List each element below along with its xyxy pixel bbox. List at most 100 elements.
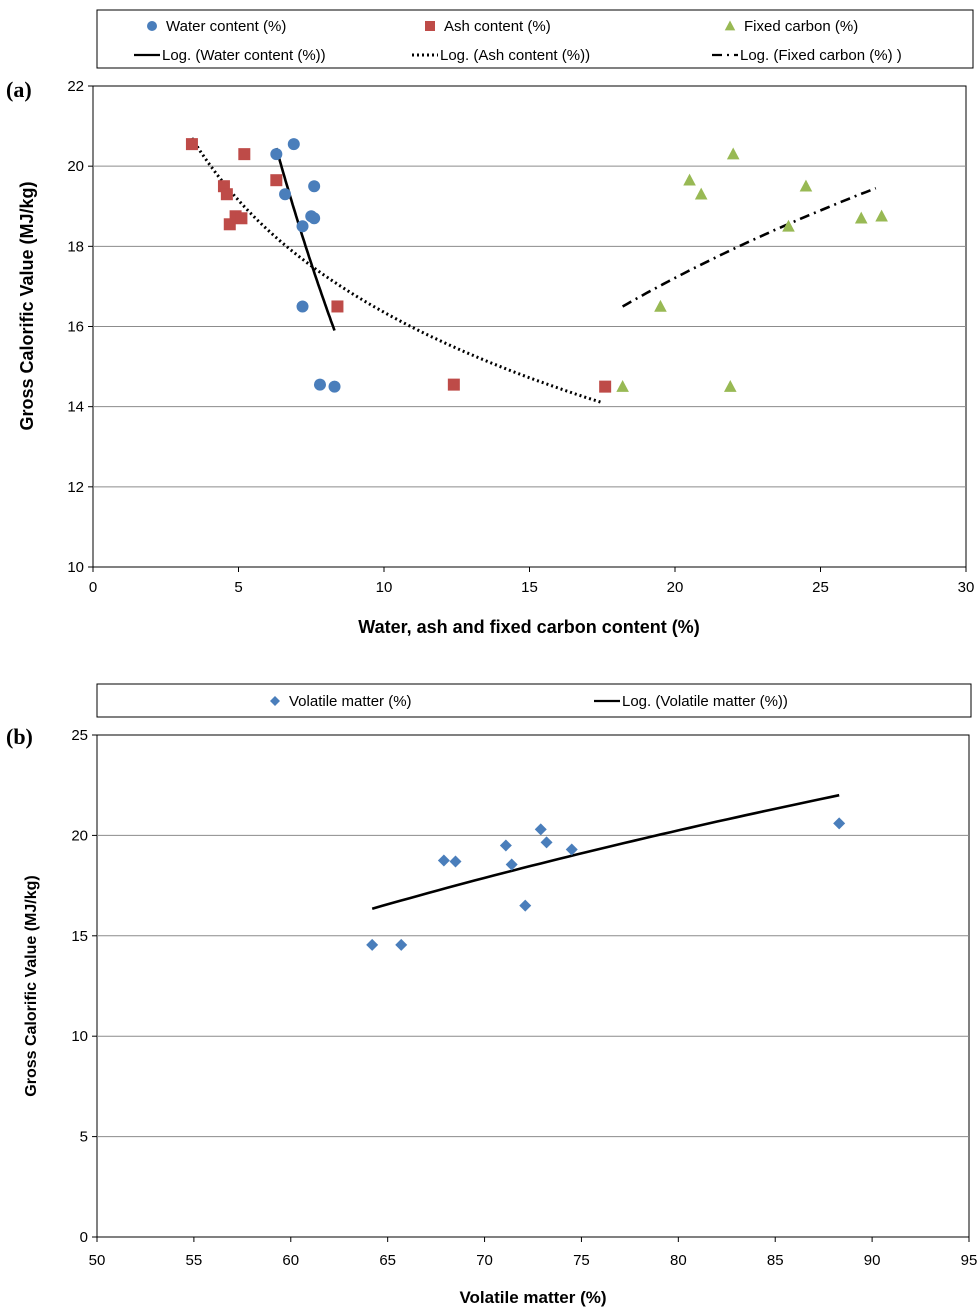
chart-panel-b: Volatile matter (%) Log. (Volatile matter… [6, 683, 978, 1307]
x-tick-label-55: 55 [186, 1252, 203, 1269]
legend-box-b [96, 683, 972, 718]
point-water-content-7 [296, 300, 309, 313]
trendline-log-water-content [275, 147, 336, 331]
point-fixed-carbon-4 [723, 380, 737, 392]
x-tick-label-75: 75 [573, 1252, 590, 1269]
chart-panel-a: Water content (%) Ash content (%) Fixed ca… [6, 9, 975, 637]
y-tick-label-12: 12 [67, 479, 84, 496]
x-tick-labels-b: 50 55 60 65 70 75 80 85 90 95 [89, 1237, 978, 1269]
trendlines-a [190, 137, 877, 405]
legend-label-log-water-content: Log. (Water content (%)) [162, 47, 326, 64]
y-tick-label-25: 25 [71, 727, 88, 744]
point-volatile-matter-0 [366, 938, 379, 951]
y-tick-label-5: 5 [80, 1129, 88, 1146]
x-tick-label-60: 60 [282, 1252, 299, 1269]
point-ash-content-2 [220, 188, 233, 201]
point-fixed-carbon-0 [616, 380, 629, 392]
x-axis-title-b: Volatile matter (%) [459, 1288, 606, 1307]
panel-label-b: (b) [6, 724, 33, 749]
point-ash-content-6 [238, 148, 251, 161]
x-tick-label-30: 30 [958, 579, 975, 596]
trendlines-b [371, 793, 840, 910]
x-tick-label-80: 80 [670, 1252, 687, 1269]
legend-label-volatile-matter: Volatile matter (%) [289, 693, 412, 710]
y-tick-label-20: 20 [67, 158, 84, 175]
panel-label-a: (a) [6, 77, 32, 102]
point-ash-content-5 [223, 218, 236, 231]
point-fixed-carbon-7 [799, 179, 813, 192]
legend-label-log-volatile-matter: Log. (Volatile matter (%)) [622, 693, 788, 710]
point-volatile-matter-9 [565, 843, 578, 856]
y-axis-title-b: Gross Calorific Value (MJ/kg) [23, 875, 40, 1096]
x-tick-label-20: 20 [667, 579, 684, 596]
point-volatile-matter-5 [505, 858, 518, 871]
point-ash-content-4 [235, 212, 248, 225]
point-fixed-carbon-5 [726, 147, 740, 160]
legend-swatch-fixed-carbon [724, 20, 736, 31]
point-water-content-8 [313, 378, 326, 391]
point-water-content-9 [328, 380, 341, 393]
point-water-content-2 [279, 188, 292, 201]
plot-area-b [96, 734, 970, 1238]
point-fixed-carbon-6 [782, 219, 795, 232]
point-volatile-matter-2 [437, 854, 450, 867]
x-tick-label-65: 65 [379, 1252, 396, 1269]
y-tick-label-14: 14 [67, 399, 84, 416]
x-tick-label-95: 95 [961, 1252, 978, 1269]
point-volatile-matter-8 [540, 836, 553, 849]
gridlines-a [93, 165, 966, 488]
x-axis-title-a: Water, ash and fixed carbon content (%) [358, 617, 699, 637]
point-volatile-matter-1 [395, 938, 408, 951]
y-tick-label-20: 20 [71, 827, 88, 844]
legend-b: Volatile matter (%) Log. (Volatile matter… [270, 693, 788, 710]
trendline-log-volatile-matter [371, 793, 840, 910]
y-axis-title-a: Gross Calorific Value (MJ/kg) [17, 181, 37, 430]
y-tick-label-10: 10 [71, 1028, 88, 1045]
point-fixed-carbon-2 [683, 173, 696, 186]
point-volatile-matter-6 [519, 899, 532, 912]
x-tick-labels-a: 0 5 10 15 20 25 30 [89, 567, 975, 596]
legend-label-ash-content: Ash content (%) [444, 18, 551, 35]
gridlines-b [97, 834, 969, 1138]
legend-label-log-fixed-carbon: Log. (Fixed carbon (%) ) [740, 47, 902, 64]
point-ash-content-9 [447, 378, 460, 391]
x-tick-label-85: 85 [767, 1252, 784, 1269]
legend-label-log-ash-content: Log. (Ash content (%)) [440, 47, 590, 64]
x-tick-label-90: 90 [864, 1252, 881, 1269]
y-tick-labels-b: 0 5 10 15 20 25 [71, 727, 97, 1246]
point-volatile-matter-4 [499, 839, 512, 852]
legend-swatch-water-content [147, 21, 157, 31]
point-fixed-carbon-1 [654, 299, 667, 312]
x-tick-label-25: 25 [812, 579, 829, 596]
point-fixed-carbon-9 [875, 209, 888, 222]
data-points-b [366, 817, 846, 951]
point-ash-content-10 [599, 380, 612, 393]
data-points-a [185, 138, 888, 393]
trendline-log-fixed-carbon [621, 186, 877, 308]
point-water-content-5 [308, 212, 321, 225]
point-ash-content-0 [185, 138, 198, 151]
y-tick-label-0: 0 [80, 1229, 88, 1246]
legend-label-fixed-carbon: Fixed carbon (%) [744, 18, 858, 35]
point-ash-content-7 [270, 174, 283, 187]
legend-box-a [96, 9, 974, 69]
x-tick-label-50: 50 [89, 1252, 106, 1269]
y-tick-label-10: 10 [67, 559, 84, 576]
point-water-content-0 [270, 148, 283, 161]
x-tick-label-15: 15 [521, 579, 538, 596]
legend-a: Water content (%) Ash content (%) Fixed ca… [134, 18, 902, 64]
legend-swatch-volatile-matter [270, 696, 280, 706]
x-tick-label-70: 70 [476, 1252, 493, 1269]
x-tick-label-0: 0 [89, 579, 97, 596]
point-volatile-matter-7 [534, 823, 547, 836]
point-ash-content-8 [331, 300, 344, 313]
y-tick-labels-a: 10 12 14 16 18 20 22 [67, 78, 93, 576]
point-volatile-matter-3 [449, 855, 462, 868]
y-tick-label-18: 18 [67, 238, 84, 255]
y-tick-label-22: 22 [67, 78, 84, 95]
point-fixed-carbon-8 [854, 211, 868, 224]
x-tick-label-10: 10 [376, 579, 393, 596]
point-water-content-1 [287, 138, 300, 151]
point-volatile-matter-10 [833, 817, 846, 830]
